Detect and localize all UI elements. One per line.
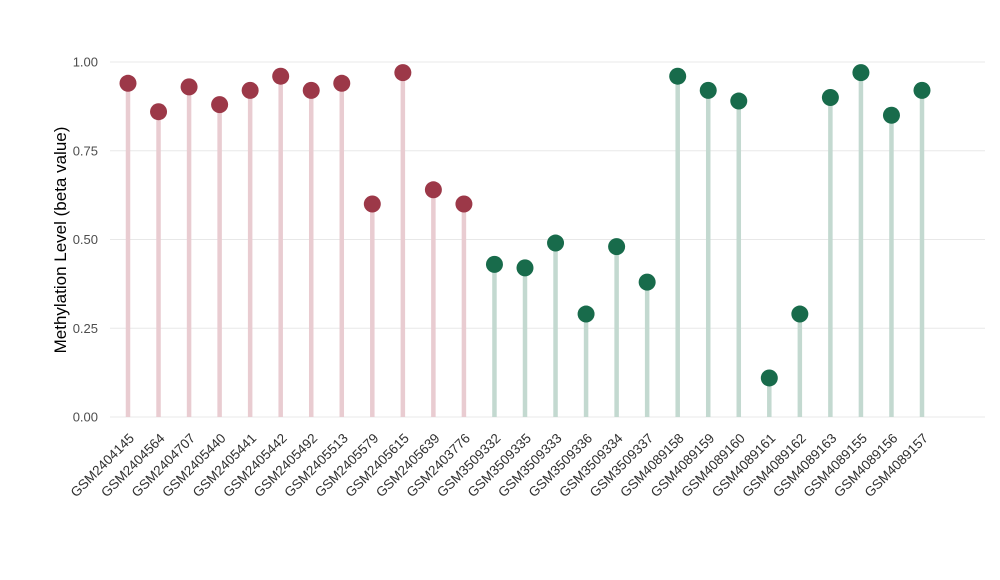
lollipop-dot bbox=[394, 64, 412, 82]
lollipop-dot bbox=[119, 74, 137, 92]
y-tick-label: 1.00 bbox=[73, 55, 98, 70]
lollipop-dot bbox=[485, 255, 503, 273]
lollipop-dot bbox=[180, 78, 198, 96]
lollipop-dot bbox=[821, 89, 839, 106]
lollipop-dot bbox=[577, 305, 595, 323]
lollipop-dot bbox=[913, 81, 931, 99]
lollipop-dot bbox=[424, 181, 442, 199]
lollipop-dot bbox=[241, 81, 259, 99]
dots-group bbox=[119, 64, 931, 387]
lollipop-dot bbox=[791, 305, 809, 323]
y-tick-label: 0.50 bbox=[73, 232, 98, 247]
y-tick-label: 0.75 bbox=[73, 143, 98, 158]
lollipop-dot bbox=[852, 64, 870, 82]
y-tick-label: 0.25 bbox=[73, 321, 98, 336]
lollipop-dot bbox=[333, 74, 351, 92]
lollipop-dot bbox=[363, 195, 381, 213]
lollipop-dot bbox=[302, 81, 320, 99]
stems-group bbox=[125, 72, 925, 417]
lollipop-dot bbox=[211, 96, 229, 114]
x-tick-labels-group: GSM2404145GSM2404564GSM2404707GSM2405440… bbox=[68, 430, 932, 500]
gridlines-group bbox=[110, 61, 985, 418]
lollipop-dot bbox=[516, 259, 534, 277]
lollipop-dot bbox=[547, 234, 565, 252]
y-tick-label: 0.00 bbox=[73, 410, 98, 425]
lollipop-dot bbox=[638, 273, 656, 291]
lollipop-dot bbox=[730, 92, 748, 110]
lollipop-dot bbox=[150, 103, 168, 121]
lollipop-dot bbox=[882, 106, 900, 124]
lollipop-dot bbox=[608, 238, 626, 256]
lollipop-dot bbox=[455, 195, 473, 213]
lollipop-dot bbox=[699, 81, 717, 99]
lollipop-dot bbox=[669, 67, 687, 85]
y-tick-labels-group: 0.00 0.25 0.50 0.75 1.00 bbox=[73, 55, 98, 425]
lollipop-dot bbox=[760, 369, 778, 387]
lollipop-dot bbox=[272, 67, 290, 85]
y-axis-title: Methylation Level (beta value) bbox=[51, 127, 70, 354]
